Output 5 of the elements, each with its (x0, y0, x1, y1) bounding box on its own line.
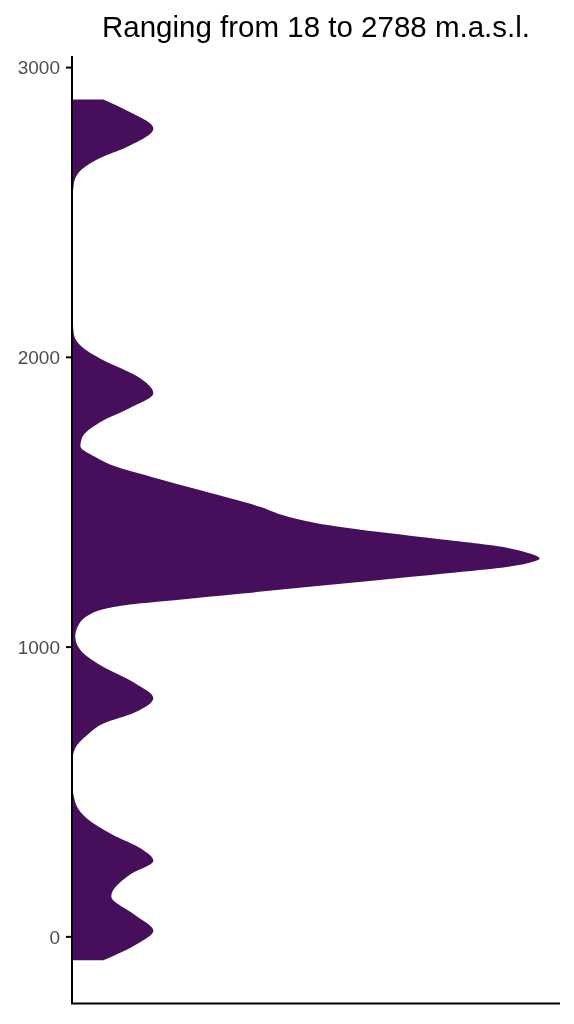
chart-title: Ranging from 18 to 2788 m.a.s.l. (102, 10, 530, 43)
y-tick-label: 3000 (17, 57, 60, 79)
y-tick-label: 0 (49, 926, 60, 948)
y-tick-label: 2000 (17, 347, 60, 368)
y-tick-label: 1000 (17, 636, 60, 658)
